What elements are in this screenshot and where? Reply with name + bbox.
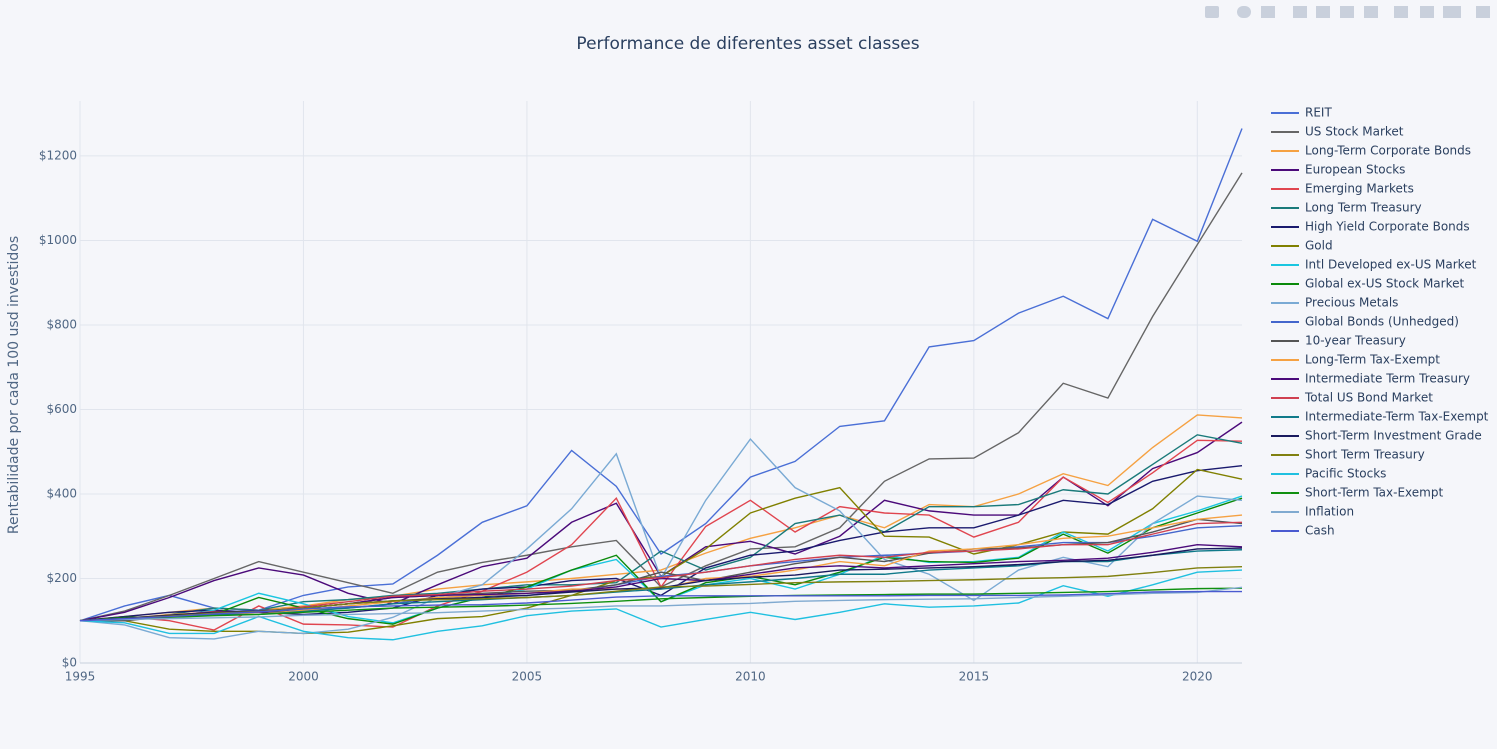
y-tick-label: $1200 (39, 148, 77, 162)
y-tick-label: $0 (62, 656, 77, 670)
legend-label: US Stock Market (1305, 125, 1404, 139)
legend-label: Short-Term Tax-Exempt (1305, 486, 1443, 500)
y-tick-label: $600 (46, 402, 77, 416)
chart-title: Performance de diferentes asset classes (576, 34, 919, 54)
legend-label: Total US Bond Market (1304, 391, 1433, 405)
series-line (79, 497, 1243, 625)
series-line (79, 128, 1243, 622)
y-tick-label: $1000 (39, 233, 77, 247)
tool-camera[interactable] (1205, 6, 1219, 18)
legend-label: REIT (1305, 106, 1332, 120)
legend-label: Long-Term Tax-Exempt (1305, 353, 1440, 367)
legend-label: Short Term Treasury (1305, 448, 1425, 462)
series-line (79, 414, 1243, 622)
legend-label: Pacific Stocks (1305, 467, 1386, 481)
x-tick-label: 2000 (288, 670, 319, 684)
legend-label: Precious Metals (1305, 296, 1398, 310)
legend-label: Inflation (1305, 505, 1354, 519)
legend-label: Cash (1305, 524, 1335, 538)
x-tick-label: 2015 (959, 670, 990, 684)
legend-label: Global ex-US Stock Market (1305, 277, 1464, 291)
legend-label: High Yield Corporate Bonds (1305, 220, 1470, 234)
tool-zoom-in[interactable] (1293, 6, 1307, 18)
tool-spike[interactable] (1394, 6, 1408, 18)
tool-autoscale[interactable] (1340, 6, 1354, 18)
series-line (79, 586, 1243, 622)
legend-label: Short-Term Investment Grade (1305, 429, 1482, 443)
series-line (79, 569, 1243, 641)
y-axis-title: Rentabilidade por cada 100 usd investido… (6, 236, 22, 534)
legend-label: Global Bonds (Unhedged) (1305, 315, 1459, 329)
tool-pan[interactable] (1261, 6, 1275, 18)
legend-label: Long-Term Corporate Bonds (1305, 144, 1471, 158)
legend-label: Gold (1305, 239, 1333, 253)
legend-label: Intermediate Term Treasury (1305, 372, 1470, 386)
legend-label: Intl Developed ex-US Market (1305, 258, 1477, 272)
y-tick-label: $400 (46, 486, 77, 500)
toolbar (1205, 6, 1490, 18)
legend-label: Long Term Treasury (1305, 201, 1422, 215)
legend-label: European Stocks (1305, 163, 1405, 177)
legend-label: Emerging Markets (1305, 182, 1414, 196)
tool-plotly[interactable] (1476, 6, 1490, 18)
tool-zoom-out[interactable] (1316, 6, 1330, 18)
legend-label: 10-year Treasury (1305, 334, 1406, 348)
tool-zoom[interactable] (1237, 6, 1251, 18)
tool-reset[interactable] (1364, 6, 1378, 18)
series-line (79, 590, 1242, 622)
x-tick-label: 2020 (1182, 670, 1213, 684)
series-line (80, 434, 1243, 622)
tool-hover-closest[interactable] (1420, 6, 1434, 18)
legend-label: Intermediate-Term Tax-Exempt (1305, 410, 1489, 424)
x-tick-label: 2010 (735, 670, 766, 684)
y-tick-label: $800 (46, 317, 77, 331)
series-line (79, 587, 1243, 622)
tool-hover-compare[interactable] (1443, 6, 1461, 18)
x-tick-label: 1995 (65, 670, 96, 684)
y-tick-label: $200 (46, 571, 77, 585)
x-tick-label: 2005 (512, 670, 543, 684)
